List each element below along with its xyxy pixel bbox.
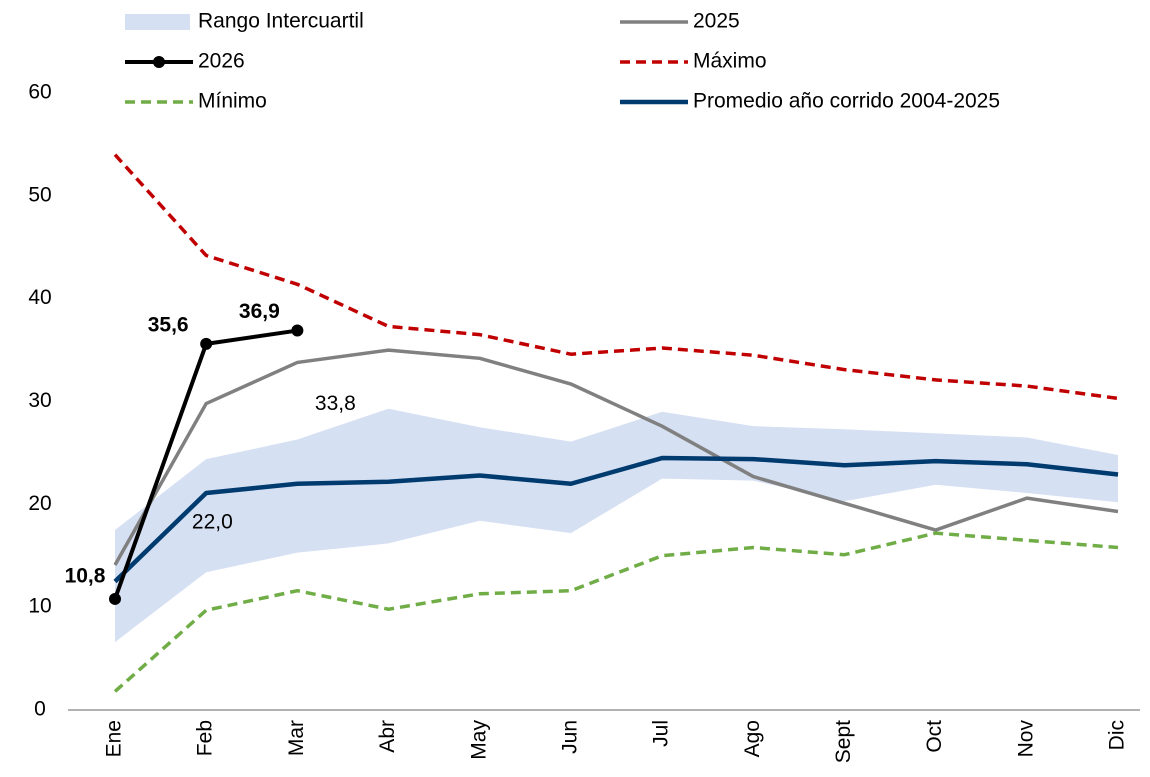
x-tick-label: Ago xyxy=(741,720,764,757)
data-label: 33,8 xyxy=(315,392,356,415)
x-tick-label: Mar xyxy=(285,720,308,756)
legend-marker xyxy=(153,56,165,68)
marker xyxy=(291,324,304,337)
x-tick-label: Abr xyxy=(376,720,399,753)
legend-label: 2025 xyxy=(693,10,740,33)
x-tick-label: Jun xyxy=(558,720,581,754)
marker xyxy=(200,337,213,350)
x-tick-label: Nov xyxy=(1014,720,1037,758)
data-label: 10,8 xyxy=(65,564,106,587)
series-line xyxy=(113,455,1119,584)
iqr-band xyxy=(115,408,1118,643)
x-tick-label: Sept xyxy=(832,720,855,763)
data-label: 36,9 xyxy=(239,300,280,323)
data-label: 22,0 xyxy=(192,510,233,533)
y-tick-label: 40 xyxy=(28,286,51,309)
x-tick-label: Feb xyxy=(194,720,217,756)
y-tick-label: 0 xyxy=(34,698,46,721)
x-tick-label: Dic xyxy=(1106,720,1129,750)
data-label: 35,6 xyxy=(148,313,189,336)
y-tick-label: 50 xyxy=(28,183,51,206)
legend-label: Rango Intercuartil xyxy=(198,10,364,33)
x-tick-label: Jul xyxy=(650,720,673,747)
legend-label: Promedio año corrido 2004-2025 xyxy=(693,90,1000,113)
series-line xyxy=(113,153,1119,401)
legend-label: 2026 xyxy=(198,50,245,73)
legend-label: Mínimo xyxy=(198,90,267,113)
y-tick-label: 30 xyxy=(28,389,51,412)
legend-swatch xyxy=(125,14,190,30)
x-tick-label: Oct xyxy=(923,720,946,753)
legend-label: Máximo xyxy=(693,50,767,73)
y-tick-label: 20 xyxy=(28,492,51,515)
x-tick-label: May xyxy=(467,720,490,760)
marker xyxy=(109,592,121,605)
series-line xyxy=(113,348,1119,566)
y-tick-label: 60 xyxy=(28,81,51,104)
series-line xyxy=(113,531,1119,693)
x-tick-label: Ene xyxy=(103,720,126,757)
y-tick-label: 10 xyxy=(28,595,51,618)
